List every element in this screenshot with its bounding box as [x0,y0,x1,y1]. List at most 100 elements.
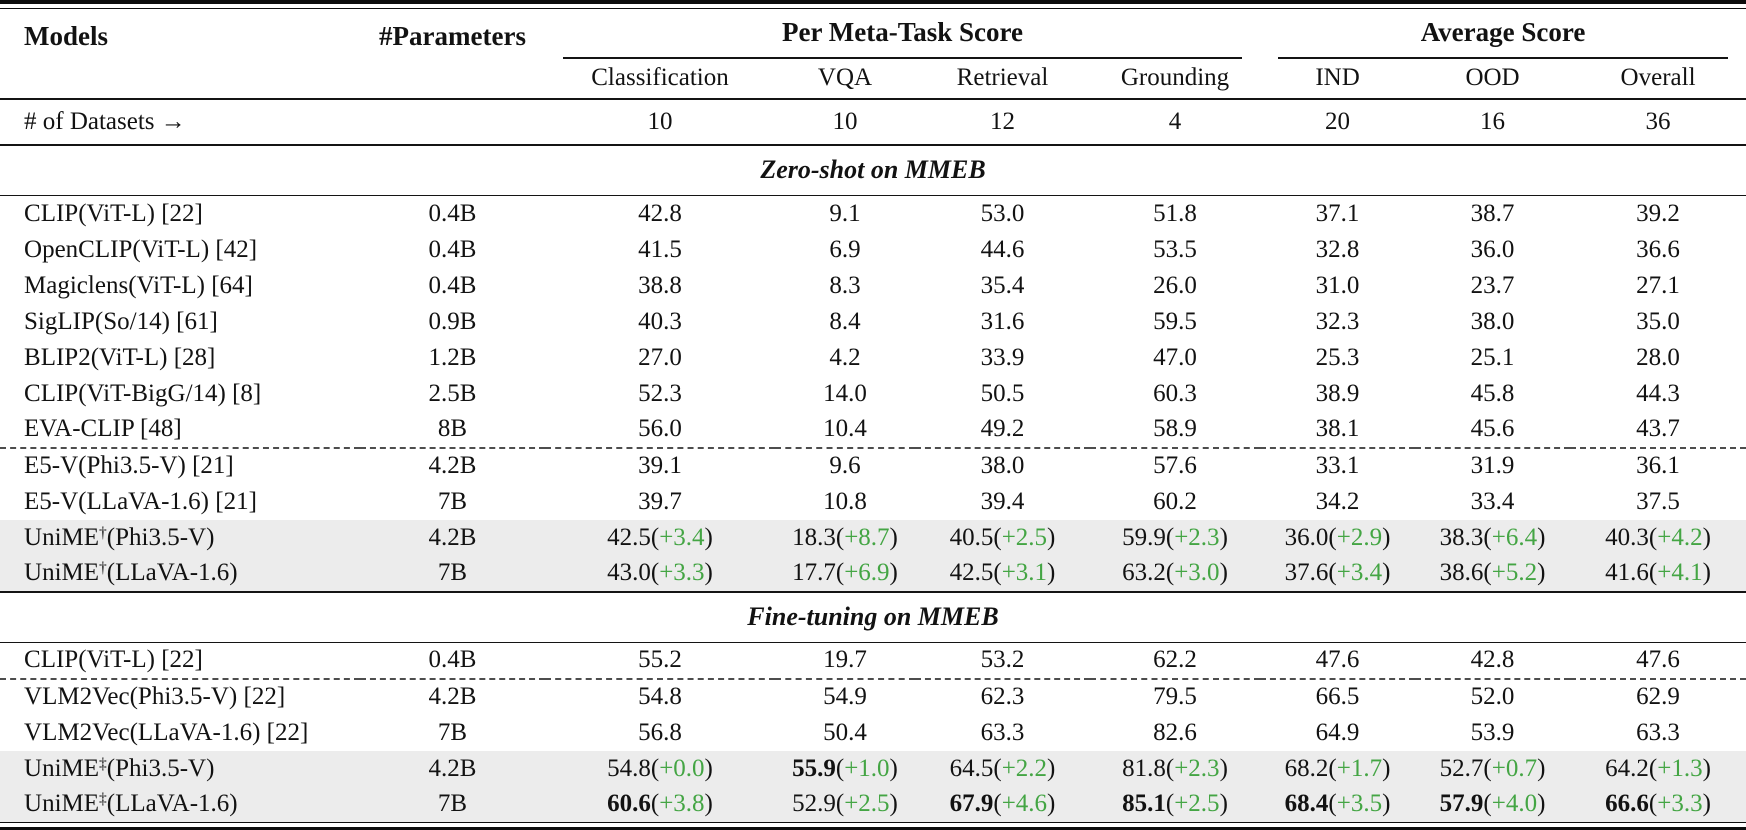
score-cell: 31.9 [1415,448,1570,484]
parameter-count: 0.9B [428,307,477,335]
score-value: 17.7 [792,559,836,586]
score-value: 54.9 [823,683,867,710]
model-name: UniME‡(Phi3.5-V) [24,754,215,782]
score-value: 42.5 [949,559,994,586]
score-gain: +2.3 [1174,754,1220,782]
score-value: 27.1 [1636,271,1680,299]
score-cell: 62.9 [1570,679,1746,715]
score-cell: 33.9 [915,340,1090,376]
score-value: 68.4 [1284,790,1329,818]
score-gain: +3.3 [1657,790,1703,818]
benchmark-table: Models #Parameters Per Meta-Task Score A… [0,8,1746,823]
score-cell: 9.6 [775,448,915,484]
score-value: 10.8 [823,487,867,515]
score-cell: 60.2 [1090,484,1260,520]
score-cell: 38.6(+5.2) [1439,559,1546,586]
score-cell: 85.1(+2.5) [1122,790,1228,818]
score-value: 54.8 [607,754,651,782]
table-row: SigLIP(So/14) [61] 0.9B 40.3 8.4 31.6 59.5 32.… [0,304,1746,340]
score-cell: 62.3 [915,679,1090,715]
score-value: 36.1 [1636,452,1680,479]
score-cell: 52.3 [545,376,775,412]
score-gain: +3.0 [1174,559,1220,586]
model-name: OpenCLIP(ViT-L) [42] [24,235,258,263]
score-cell: 42.8 [545,196,775,232]
score-cell: 23.7 [1415,268,1570,304]
score-value: 38.9 [1315,379,1360,407]
score-value: 37.5 [1636,487,1680,515]
score-value: 38.1 [1315,415,1360,442]
score-cell: 81.8(+2.3) [1122,754,1228,782]
score-cell: 67.9(+4.6) [949,790,1056,818]
score-value: 67.9 [949,790,994,818]
score-cell: 42.5(+3.4) [607,523,713,551]
table-row: EVA-CLIP [48] 8B 56.0 10.4 49.2 58.9 38.1 45.6 4… [0,412,1746,448]
score-value: 9.1 [829,199,861,227]
score-value: 19.7 [823,646,867,674]
score-cell: 38.3(+6.4) [1439,523,1546,551]
score-value: 57.9 [1439,790,1484,818]
score-value: 52.9 [792,790,836,818]
model-name: UniME‡(LLaVA-1.6) [24,790,238,818]
table-row: OpenCLIP(ViT-L) [42] 0.4B 41.5 6.9 44.6 53.5 3… [0,232,1746,268]
score-value: 39.4 [980,487,1025,515]
column-group-average-score: Average Score [1260,9,1746,59]
score-cell: 56.8 [545,715,775,751]
datasets-count-ind: 20 [1325,107,1351,135]
section-title-zero-shot: Zero-shot on MMEB [760,155,986,185]
datasets-count-vqa: 10 [832,107,858,135]
score-value: 28.0 [1636,343,1680,371]
score-cell: 50.4 [775,715,915,751]
score-cell: 55.9(+1.0) [792,754,898,782]
score-cell: 42.8 [1415,643,1570,679]
score-value: 38.7 [1470,199,1515,227]
score-cell: 53.0 [915,196,1090,232]
score-value: 4.2 [829,343,861,371]
column-header-grounding: Grounding [1120,64,1230,91]
score-gain: +0.7 [1491,754,1538,782]
score-value: 36.0 [1284,523,1329,551]
score-value: 31.9 [1470,452,1515,479]
model-name: VLM2Vec(Phi3.5-V) [22] [24,683,286,710]
score-cell: 56.0 [545,412,775,448]
score-gain: +2.2 [1001,754,1048,782]
score-gain: +3.4 [659,523,705,551]
score-cell: 58.9 [1090,412,1260,448]
table-row: E5-V(Phi3.5-V) [21] 4.2B 39.1 9.6 38.0 57.6 33… [0,447,1746,484]
score-value: 42.5 [607,523,651,551]
score-cell: 50.5 [915,376,1090,412]
score-gain: +2.3 [1174,523,1220,551]
score-value: 31.6 [980,307,1025,335]
score-value: 44.6 [980,235,1025,263]
column-header-classification: Classification [591,64,729,91]
parameter-count: 4.2B [428,452,477,479]
header-subcolumns-row: Classification VQA Retrieval Grounding I… [0,59,1746,99]
parameter-count: 1.2B [428,343,477,371]
score-cell: 60.6(+3.8) [607,790,713,818]
model-name: VLM2Vec(LLaVA-1.6) [22] [24,718,309,746]
score-cell: 64.2(+1.3) [1605,754,1711,782]
table-row: UniME†(Phi3.5-V) 4.2B 42.5(+3.4) 18.3(+8.7)… [0,519,1746,556]
score-cell: 43.7 [1570,412,1746,448]
parameter-count: 0.4B [428,646,477,674]
score-value: 39.1 [638,452,682,479]
score-cell: 55.2 [545,643,775,679]
model-name: E5-V(Phi3.5-V) [21] [24,452,234,479]
score-value: 32.8 [1315,235,1360,263]
score-value: 34.2 [1315,487,1360,515]
score-value: 42.8 [1470,646,1515,674]
model-name: CLIP(ViT-BigG/14) [8] [24,379,262,407]
score-cell: 37.5 [1570,484,1746,520]
section-zero-shot: Zero-shot on MMEB CLIP(ViT-L) [22] 0.4B 42… [0,144,1746,592]
parameter-count: 7B [437,718,468,746]
score-value: 52.3 [638,379,682,407]
dagger-mark: † [99,559,107,577]
score-cell: 33.4 [1415,484,1570,520]
score-cell: 36.0(+2.9) [1284,523,1391,551]
score-value: 53.5 [1153,235,1197,263]
parameter-count: 7B [437,790,468,818]
score-value: 64.2 [1605,754,1649,782]
parameter-count: 2.5B [428,379,477,407]
score-value: 47.6 [1315,646,1360,674]
score-gain: +3.8 [659,790,705,818]
